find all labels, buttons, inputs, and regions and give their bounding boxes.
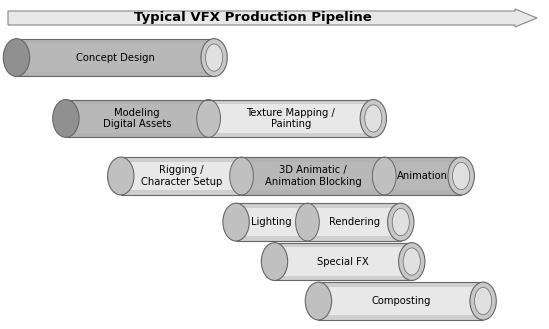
Bar [384,157,461,195]
Ellipse shape [295,203,320,241]
Bar [16,72,214,77]
Ellipse shape [108,157,134,195]
Ellipse shape [197,99,221,138]
Ellipse shape [305,282,332,320]
Ellipse shape [403,248,421,275]
Bar [66,133,373,138]
Bar [236,203,307,241]
Text: Concept Design: Concept Design [76,53,155,63]
Ellipse shape [229,157,254,195]
Ellipse shape [448,157,474,195]
Ellipse shape [392,209,410,236]
Bar [318,282,483,320]
Text: Rigging /
Character Setup: Rigging / Character Setup [141,165,222,187]
Bar [16,39,214,43]
Ellipse shape [261,243,288,280]
Bar [121,157,461,162]
Ellipse shape [205,44,223,71]
Bar [236,237,401,241]
Bar [66,99,209,137]
Ellipse shape [388,203,414,241]
Bar [274,243,412,280]
Text: Special FX: Special FX [317,257,369,266]
Bar [121,157,242,195]
Bar [274,243,412,247]
Ellipse shape [365,105,382,132]
Bar [236,203,401,208]
Ellipse shape [360,99,386,138]
Bar [274,276,412,280]
Bar [318,282,483,287]
Text: Lighting: Lighting [251,217,292,227]
Text: Texture Mapping /
Painting: Texture Mapping / Painting [247,108,335,129]
Ellipse shape [53,99,79,138]
Ellipse shape [470,282,496,320]
Bar [318,282,483,320]
Text: Composting: Composting [371,296,430,306]
Ellipse shape [372,157,396,195]
Bar [121,190,461,195]
Bar [236,203,401,241]
Bar [242,157,384,195]
Bar [66,99,373,104]
Bar [121,157,461,195]
Ellipse shape [201,38,227,76]
Ellipse shape [3,38,30,76]
Ellipse shape [452,163,470,190]
Bar [307,203,401,241]
Ellipse shape [223,203,249,241]
Bar [16,39,214,77]
Text: Modeling
Digital Assets: Modeling Digital Assets [103,108,171,129]
Text: 3D Animatic /
Animation Blocking: 3D Animatic / Animation Blocking [265,165,361,187]
Ellipse shape [474,288,492,315]
Bar [16,39,214,77]
Bar [274,243,412,280]
Text: Rendering: Rendering [328,217,380,227]
Text: Typical VFX Production Pipeline: Typical VFX Production Pipeline [133,12,372,24]
Bar [318,316,483,320]
Bar [209,99,373,137]
FancyArrow shape [8,9,537,27]
Text: Animation: Animation [397,171,448,181]
Bar [66,99,373,137]
Ellipse shape [399,243,425,280]
